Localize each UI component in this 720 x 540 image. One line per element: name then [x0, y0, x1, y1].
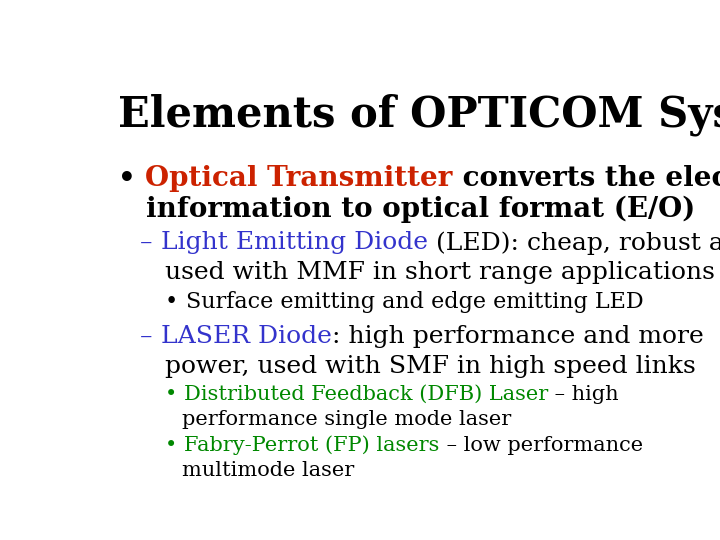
Text: •: • [118, 165, 145, 192]
Text: LASER Diode: LASER Diode [161, 325, 332, 348]
Text: : high performance and more: : high performance and more [332, 325, 703, 348]
Text: used with MMF in short range applications: used with MMF in short range application… [166, 261, 715, 284]
Text: – high: – high [549, 385, 619, 404]
Text: power, used with SMF in high speed links: power, used with SMF in high speed links [166, 355, 696, 377]
Text: –: – [140, 325, 161, 348]
Text: information to optical format (E/O): information to optical format (E/O) [145, 196, 695, 223]
Text: Elements of OPTICOM System: Elements of OPTICOM System [118, 94, 720, 137]
Text: –: – [140, 231, 161, 254]
Text: •: • [166, 436, 184, 455]
Text: Optical Transmitter: Optical Transmitter [145, 165, 453, 192]
Text: Distributed Feedback (DFB) Laser: Distributed Feedback (DFB) Laser [184, 385, 549, 404]
Text: – low performance: – low performance [440, 436, 643, 455]
Text: multimode laser: multimode laser [182, 461, 354, 480]
Text: (LED): cheap, robust and: (LED): cheap, robust and [428, 231, 720, 255]
Text: converts the electrical: converts the electrical [453, 165, 720, 192]
Text: Light Emitting Diode: Light Emitting Diode [161, 231, 428, 254]
Text: •: • [166, 385, 184, 404]
Text: performance single mode laser: performance single mode laser [182, 410, 511, 429]
Text: Fabry-Perrot (FP) lasers: Fabry-Perrot (FP) lasers [184, 436, 440, 455]
Text: Surface emitting and edge emitting LED: Surface emitting and edge emitting LED [186, 292, 644, 313]
Text: •: • [166, 292, 186, 313]
